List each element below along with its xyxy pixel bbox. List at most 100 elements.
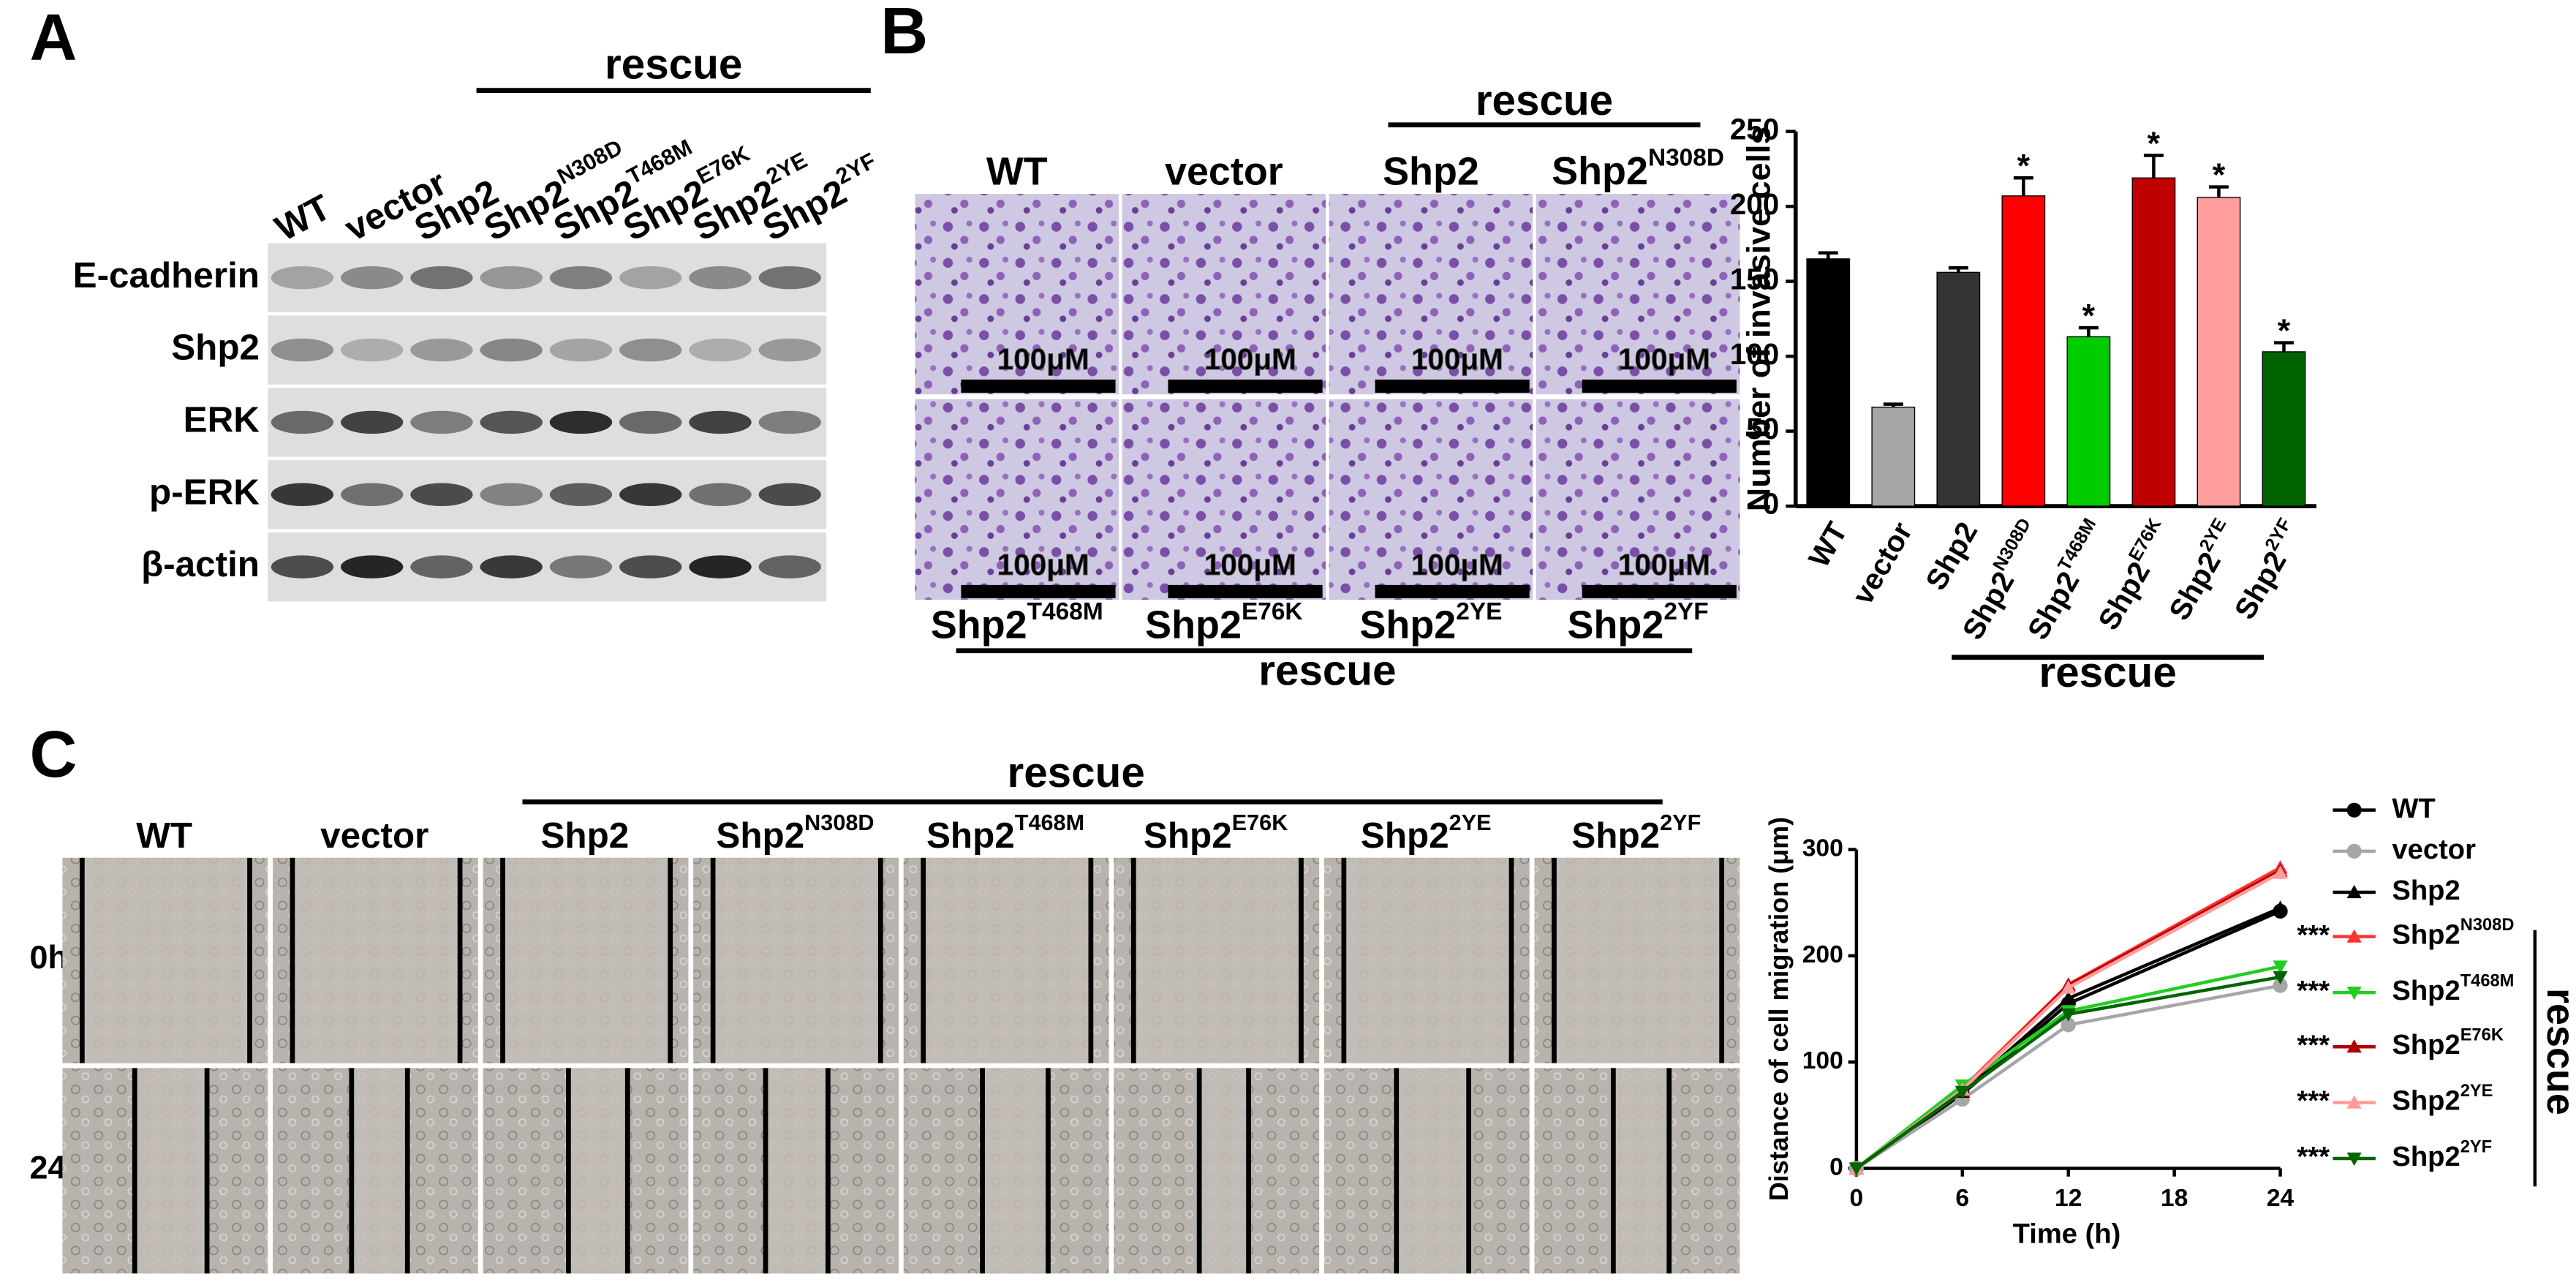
image-label-base: Shp2 <box>1145 603 1242 647</box>
group-label: rescue <box>2039 649 2176 696</box>
blot-band <box>340 265 404 290</box>
blot-band <box>549 265 613 290</box>
panel-letter: B <box>880 0 928 68</box>
wound-gap <box>1133 857 1302 1063</box>
x-tick-label-base: Shp2 <box>2020 565 2085 645</box>
bar <box>2001 195 2046 507</box>
image-label: Shp22YF <box>1568 598 1709 647</box>
blot-row-label: β-actin <box>141 544 260 584</box>
x-tick-label-sup: E76K <box>2124 515 2165 565</box>
wound-gap <box>351 1068 408 1274</box>
lane-label: WT <box>268 187 337 249</box>
blot-band <box>549 555 613 579</box>
column-label: vector <box>320 815 428 856</box>
legend-label: Shp2E76K <box>2392 1026 2504 1060</box>
rescue-label: rescue <box>1007 749 1144 796</box>
invasion-image <box>1536 194 1740 395</box>
legend-label-sup: 2YE <box>2460 1082 2493 1101</box>
scale-bar <box>961 584 1116 598</box>
x-tick-label: Shp2 <box>1919 516 1984 596</box>
legend-label-base: Shp2 <box>2392 919 2460 951</box>
data-point <box>1848 1162 1865 1176</box>
significance-mark: *** <box>2297 1029 2330 1060</box>
significance-mark: *** <box>2297 1085 2330 1117</box>
scale-bar-label: 100μM <box>1618 342 1710 376</box>
scale-bar <box>1168 380 1323 393</box>
blot-band <box>271 410 334 434</box>
row-label: 0h <box>29 938 67 976</box>
column-label: Shp2 <box>540 815 629 856</box>
wound-gap <box>292 857 461 1063</box>
x-tick-label: 18 <box>2161 1184 2188 1212</box>
image-label: Shp2E76K <box>1145 598 1302 647</box>
wound-gap <box>1396 1068 1469 1274</box>
x-tick-label: 0 <box>1850 1184 1864 1212</box>
blot-band <box>758 555 821 579</box>
error-bar <box>2143 154 2164 178</box>
rescue-label: rescue <box>605 41 742 88</box>
legend-marker <box>2346 929 2362 943</box>
image-label: Shp22YE <box>1359 598 1502 647</box>
legend-item <box>2333 929 2376 943</box>
wound-gap <box>502 857 671 1063</box>
blot-band <box>549 410 613 434</box>
data-point <box>2061 1008 2076 1022</box>
y-tick-label: 250 <box>1730 112 1779 146</box>
x-tick-label: 12 <box>2055 1184 2082 1212</box>
wound-gap <box>1343 857 1512 1063</box>
wound-gap <box>135 1068 208 1274</box>
data-point <box>2273 865 2288 879</box>
legend-label: Shp2N308D <box>2392 916 2514 950</box>
y-tick-label: 200 <box>1730 187 1779 221</box>
data-point <box>2061 980 2076 994</box>
blot-band <box>410 555 473 579</box>
bar <box>2131 177 2176 507</box>
x-tick-label: vector <box>1846 516 1919 610</box>
legend-label: Shp2T468M <box>2392 972 2514 1006</box>
image-label: WT <box>986 149 1048 193</box>
blot-band <box>619 483 682 507</box>
blot-strip <box>268 243 827 312</box>
legend-marker <box>2346 884 2362 899</box>
significance-mark: * <box>2082 297 2096 334</box>
blot-band <box>410 410 473 434</box>
image-label-sup: 2YF <box>1663 598 1708 625</box>
data-point <box>2061 990 2076 1005</box>
panel-letter: A <box>29 1 77 75</box>
image-label: Shp2N308D <box>1552 144 1724 193</box>
significance-mark: * <box>2278 312 2291 349</box>
y-tick-label: 200 <box>1802 941 1843 968</box>
column-label-sup: E76K <box>1232 810 1288 835</box>
blot-band <box>271 265 334 290</box>
blot-band <box>619 410 682 434</box>
significance-mark: * <box>2017 147 2031 184</box>
blot-row-label: p-ERK <box>149 472 260 512</box>
column-label-base: Shp2 <box>1361 815 1449 856</box>
scale-bar <box>1375 380 1530 393</box>
image-label-sup: E76K <box>1242 598 1303 625</box>
legend-label: Shp22YF <box>2392 1138 2492 1172</box>
legend-label-base: Shp2 <box>2392 975 2460 1006</box>
legend-item <box>2333 843 2376 859</box>
blot-band <box>340 410 404 434</box>
wound-gap <box>1613 1068 1669 1274</box>
invasion-image <box>1122 399 1326 600</box>
scale-bar-label: 100μM <box>1411 548 1503 581</box>
legend-marker <box>2346 802 2362 818</box>
bar <box>2197 197 2241 507</box>
blot-band <box>271 555 334 579</box>
scale-bar <box>1168 584 1323 598</box>
blot-band <box>758 483 821 507</box>
legend-label-sup: T468M <box>2460 972 2515 991</box>
data-point <box>2273 960 2288 974</box>
x-axis-label: Time (h) <box>2013 1218 2121 1250</box>
blot-band <box>549 338 613 362</box>
legend-marker <box>2346 1039 2362 1053</box>
blot-row-label: Shp2 <box>171 328 260 368</box>
blot-band <box>689 410 752 434</box>
scale-bar <box>961 380 1116 393</box>
blot-band <box>480 410 543 434</box>
panel-letter: C <box>29 718 77 791</box>
blot-strip <box>268 315 827 385</box>
image-label-base: Shp2 <box>1552 149 1648 193</box>
